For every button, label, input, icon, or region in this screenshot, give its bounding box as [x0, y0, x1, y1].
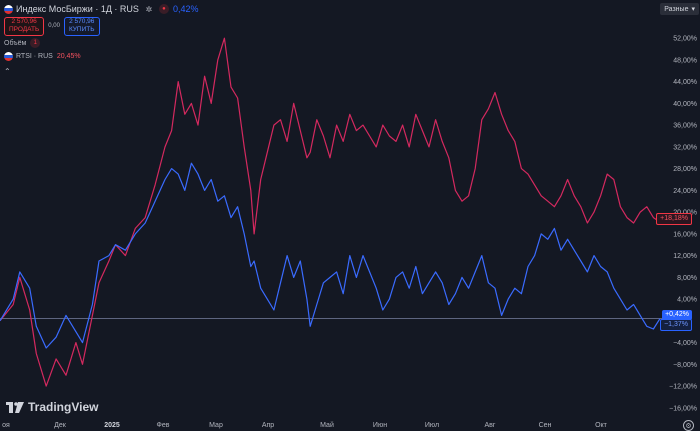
gear-icon[interactable]: ✲ — [145, 4, 153, 14]
chevron-up-icon[interactable]: ⌃ — [4, 66, 11, 76]
y-tick-label: −4,00% — [673, 340, 697, 347]
x-tick-label: оя — [2, 422, 10, 429]
series-layer — [0, 37, 661, 387]
moex-price-badge: +0,42% — [662, 310, 692, 320]
x-tick-label: Дек — [54, 422, 67, 429]
volume-legend[interactable]: Объём 1 — [0, 37, 41, 49]
y-tick-label: 48,00% — [673, 57, 697, 64]
symbol-title[interactable]: Индекс МосБиржи · 1Д · RUS — [16, 4, 139, 14]
x-tick-label: Окт — [595, 422, 608, 429]
y-tick-label: 4,00% — [677, 297, 697, 304]
compare-value: 20,45% — [56, 52, 81, 60]
y-tick-label: 52,00% — [673, 36, 697, 43]
buy-price: 2 570,96 — [69, 18, 95, 25]
circle-red-icon[interactable]: ● — [158, 4, 169, 14]
x-tick-label: Май — [320, 421, 334, 429]
buy-label: КУПИТЬ — [68, 26, 95, 33]
series-line-moex[interactable] — [0, 162, 661, 349]
compare-symbol-name[interactable]: RTSI · RUS — [16, 52, 53, 60]
scale-mode-button[interactable]: Разные ▾ — [660, 3, 699, 15]
x-tick-label: Апр — [262, 422, 274, 429]
sell-price: 2 570,96 — [11, 18, 37, 25]
y-tick-label: 24,00% — [673, 188, 697, 195]
y-tick-label: −16,00% — [669, 405, 697, 412]
legend-collapse-row: ⌃ — [0, 65, 11, 77]
scale-mode-label: Разные — [664, 5, 689, 13]
compare-legend[interactable]: RTSI · RUS 20,45% — [0, 50, 81, 62]
volume-label[interactable]: Объём — [4, 39, 27, 47]
x-tick-label: Мар — [209, 422, 223, 429]
sell-button[interactable]: 2 570,96 ПРОДАТЬ — [4, 16, 45, 36]
symbol-legend[interactable]: Индекс МосБиржи · 1Д · RUS ✲ ● 0,42% — [0, 2, 198, 16]
y-tick-label: 32,00% — [673, 144, 697, 151]
tradingview-logo[interactable]: TradingView — [6, 400, 98, 414]
x-tick-label: Фев — [157, 422, 170, 429]
change-percent: 0,42% — [172, 4, 199, 14]
y-axis: 52,00% 48,00% 44,00% 40,00% 36,00% 32,00% 28,0… — [669, 36, 697, 413]
moex-secondary-badge: −1,37% — [660, 319, 692, 331]
x-axis: оя Дек 2025 Фев Мар Апр Май Июн Июл Авг Сен Окт — [2, 421, 608, 429]
y-tick-label: 8,00% — [677, 275, 697, 282]
buy-button[interactable]: 2 570,96 КУПИТЬ — [63, 16, 100, 36]
x-tick-label: Сен — [539, 422, 552, 429]
spread-value: 0,00 — [48, 23, 60, 29]
series-line-rtsi[interactable] — [0, 37, 661, 387]
y-tick-label: 12,00% — [673, 253, 697, 260]
tradingview-mark-icon — [6, 401, 24, 413]
y-tick-label: 16,00% — [673, 231, 697, 238]
x-tick-label: Июн — [373, 422, 387, 429]
volume-badge[interactable]: 1 — [30, 38, 41, 48]
y-tick-label: −8,00% — [673, 362, 697, 369]
russia-flag-icon — [4, 51, 13, 61]
y-tick-label: 40,00% — [673, 101, 697, 108]
y-tick-label: 28,00% — [673, 166, 697, 173]
settings-icon[interactable]: ⚙ — [683, 420, 694, 431]
russia-flag-icon — [4, 4, 13, 14]
x-tick-label: 2025 — [104, 422, 120, 429]
sell-label: ПРОДАТЬ — [9, 26, 40, 33]
y-tick-label: −12,00% — [669, 384, 697, 391]
chevron-down-icon: ▾ — [691, 6, 695, 13]
x-tick-label: Авг — [485, 422, 496, 429]
tradingview-wordmark: TradingView — [28, 400, 99, 414]
trade-buttons: 2 570,96 ПРОДАТЬ 0,00 2 570,96 КУПИТЬ — [0, 16, 100, 36]
y-tick-label: 44,00% — [673, 79, 697, 86]
rtsi-price-badge: +18,18% — [656, 213, 692, 225]
y-tick-label: 36,00% — [673, 123, 697, 130]
x-tick-label: Июл — [425, 422, 439, 429]
